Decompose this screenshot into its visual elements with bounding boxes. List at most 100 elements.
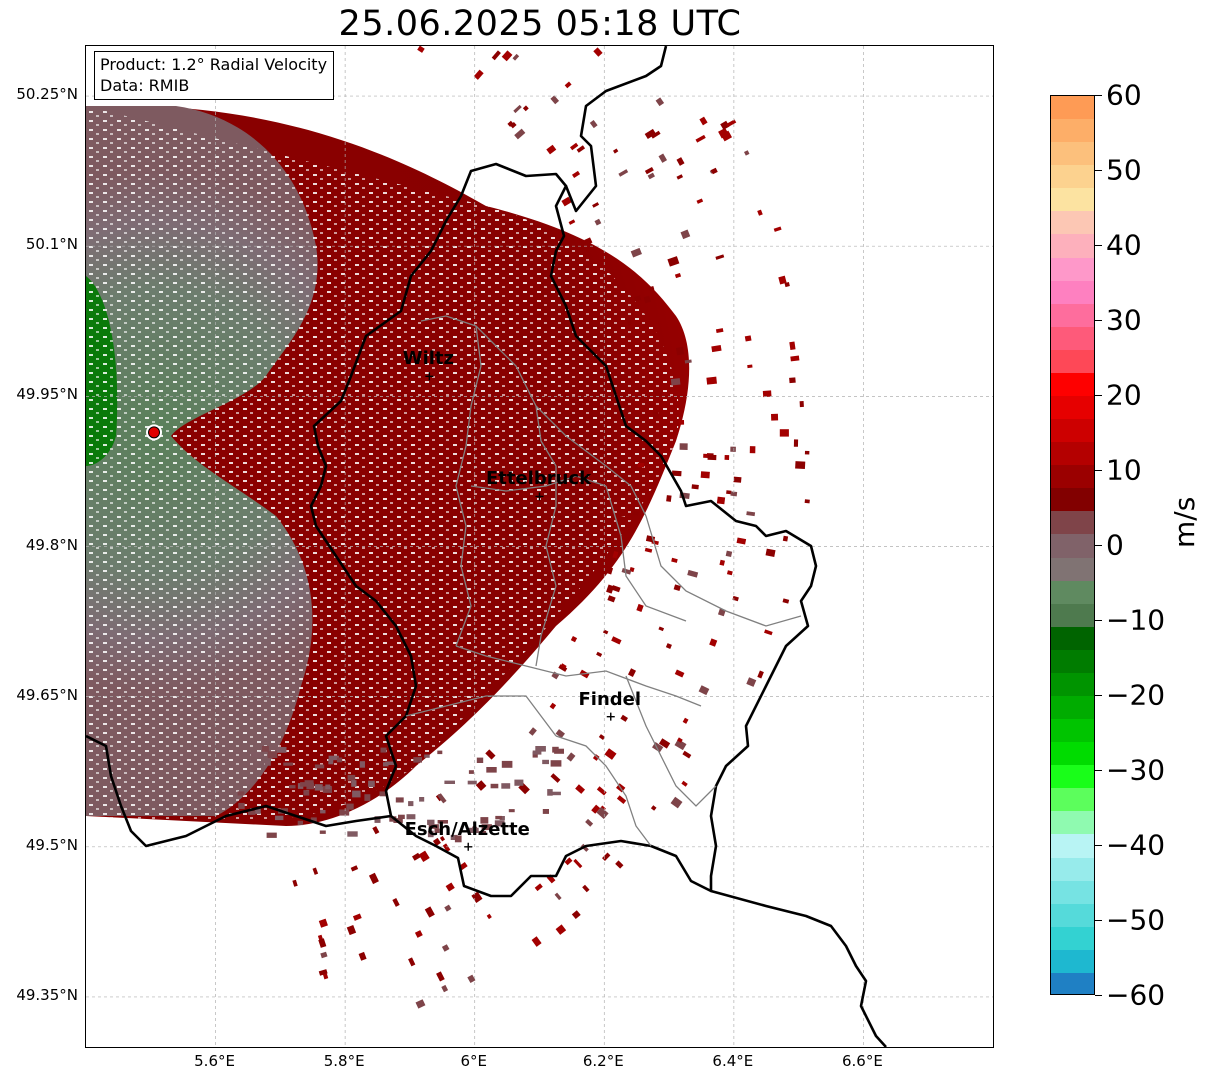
radar-echo-cell: [589, 120, 598, 129]
colorbar-unit-label: m/s: [1168, 496, 1201, 548]
radar-echo-cell: [264, 760, 271, 766]
radar-echo-cell: [501, 760, 513, 768]
radar-echo-cell: [347, 831, 358, 837]
radar-site-marker[interactable]: [148, 426, 161, 439]
radar-echo-cell: [584, 237, 593, 246]
radar-echo-cell: [793, 439, 799, 447]
radar-echo-cell: [289, 785, 296, 789]
radar-echo-cell: [674, 739, 687, 751]
radar-echo-cell: [667, 256, 680, 267]
radar-echo-cell: [611, 585, 621, 593]
radar-echo-cell: [292, 879, 298, 887]
longitude-label: 5.8°E: [323, 1052, 365, 1070]
canton-boundary: [455, 645, 702, 707]
radar-echo-cell: [650, 805, 657, 811]
radar-echo-cell: [612, 148, 619, 154]
radar-echo-cell: [606, 584, 615, 594]
radar-echo-cell: [747, 364, 753, 369]
radar-echo-cell: [395, 797, 404, 803]
radar-echo-cell: [575, 784, 586, 794]
colorbar-tick-label: 40: [1106, 228, 1142, 262]
radar-echo-cell: [490, 783, 499, 789]
belgium-france-border: [86, 734, 392, 848]
radar-echo-cell: [790, 355, 800, 362]
radar-echo-cell: [542, 759, 549, 765]
radar-echo-cell: [655, 97, 665, 107]
borders: [86, 46, 887, 1047]
radar-echo-cell: [733, 476, 742, 483]
radar-echo-cell: [637, 462, 645, 468]
radar-echo-cell: [644, 547, 653, 553]
canton-boundary: [405, 695, 557, 737]
radar-echo-cell: [522, 105, 529, 112]
radar-echo-cell: [757, 670, 764, 679]
radar-echo-cell: [746, 511, 756, 517]
radar-echo-cell: [450, 834, 458, 840]
radar-echo-cell: [566, 752, 576, 762]
canton-boundary: [555, 735, 652, 847]
radar-echo-cell: [676, 157, 685, 166]
colorbar-segment: [1051, 603, 1094, 628]
radar-echo-cell: [419, 797, 425, 802]
colorbar-segment: [1051, 765, 1094, 789]
colorbar-segment: [1051, 188, 1094, 212]
radar-echo-cell: [602, 852, 611, 862]
radar-echo-cell: [674, 669, 685, 678]
radar-echo-cell: [468, 827, 479, 833]
radar-echo-cell: [485, 749, 496, 760]
radar-echo-cell: [699, 116, 708, 126]
colorbar-tick-label: −50: [1106, 903, 1166, 937]
radar-echo-cell: [598, 734, 606, 740]
radar-echo-cell: [638, 387, 645, 392]
radar-echo-cell: [467, 780, 477, 785]
radar-echo-cell: [592, 754, 600, 761]
radar-echo-cell: [596, 806, 609, 819]
radar-echo-cell: [441, 944, 450, 952]
radar-echo-cell: [715, 328, 724, 334]
radar-echo-cell: [709, 638, 718, 647]
radar-echo-cell: [328, 758, 334, 765]
radar-echo-cell: [471, 891, 483, 903]
map-panel[interactable]: [85, 45, 994, 1048]
colorbar-tick-mark: [1095, 845, 1102, 846]
luxembourg-border: [309, 162, 818, 898]
radar-echo-cell: [486, 767, 497, 773]
radar-echo-cell: [319, 830, 326, 834]
radar-echo-cell: [359, 761, 365, 768]
radar-echo-cell: [454, 835, 462, 843]
colorbar-segment: [1051, 972, 1094, 994]
radar-echo-cell: [564, 857, 573, 866]
colorbar-segment: [1051, 465, 1094, 489]
radar-echo-cell: [310, 817, 317, 823]
radar-echo-cell: [514, 128, 526, 140]
radar-echo-cell: [480, 817, 489, 824]
radar-echo-cell: [730, 491, 738, 497]
radar-echo-cell: [736, 537, 747, 545]
radar-echo-cell: [248, 810, 256, 815]
radar-echo-cell: [441, 984, 449, 993]
colorbar-tick-label: 0: [1106, 528, 1124, 562]
colorbar-tick-mark: [1095, 620, 1102, 621]
radar-echo-cell: [514, 779, 524, 786]
colorbar-segment: [1051, 280, 1094, 305]
radar-echo-cell: [555, 729, 565, 739]
radar-echo-cell: [725, 550, 733, 558]
radar-echo-cell: [720, 120, 730, 130]
colorbar-tick-mark: [1095, 245, 1102, 246]
radar-echo-cell: [695, 134, 706, 143]
radar-echo-cell: [596, 651, 603, 657]
radar-echo-cell: [300, 782, 309, 787]
radar-echo-cell: [616, 795, 627, 804]
colorbar-tick-mark: [1095, 95, 1102, 96]
radar-echo-cell: [442, 843, 451, 852]
radar-echo-cell: [547, 789, 553, 796]
radar-echo-cell: [576, 145, 586, 153]
radar-echo-cell: [283, 762, 293, 766]
radar-echo-cell: [499, 816, 505, 821]
canton-boundary: [625, 675, 717, 807]
radar-echo-cell: [671, 557, 678, 563]
radar-echo-cell: [650, 130, 661, 139]
radar-echo-cell: [691, 484, 699, 490]
radar-echo-cell: [325, 784, 331, 790]
radar-echo-cell: [564, 81, 572, 89]
